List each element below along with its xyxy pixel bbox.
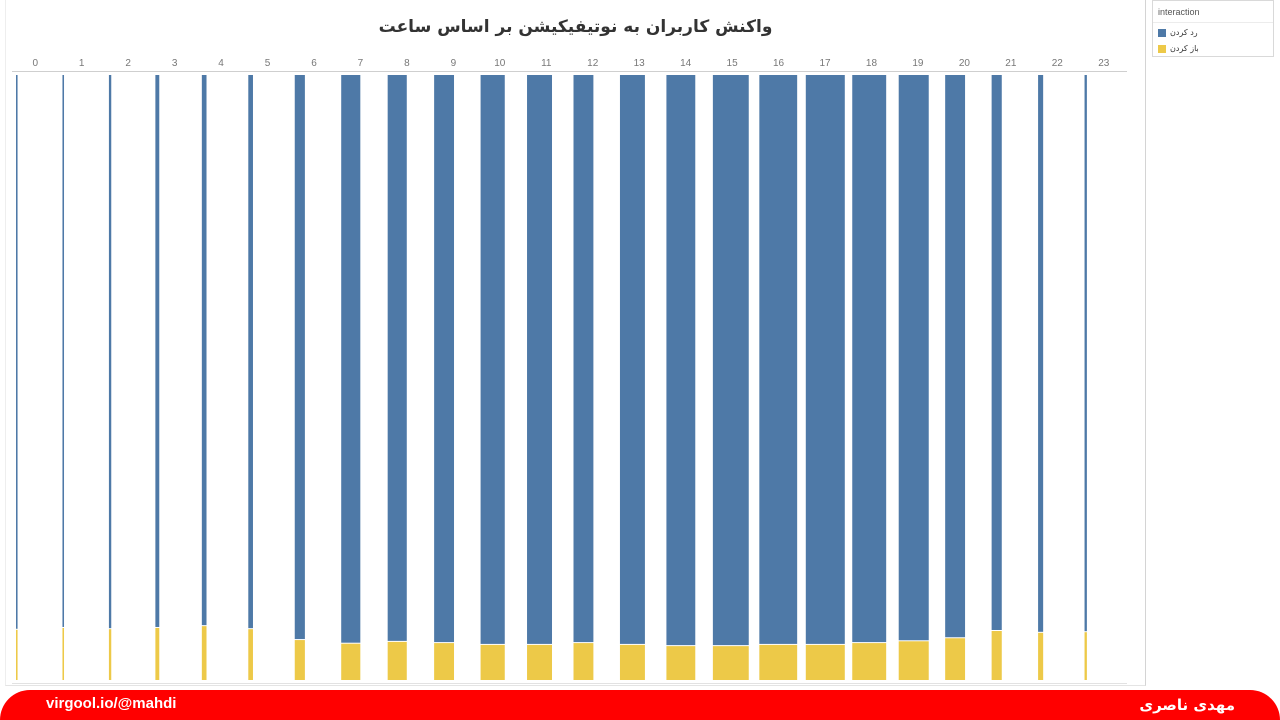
bar-segment-reject-hour-0[interactable]	[16, 75, 18, 629]
bar-segment-reject-hour-23[interactable]	[1084, 75, 1087, 632]
x-tick-label-hour-17: 17	[819, 58, 831, 69]
bar-segment-reject-hour-20[interactable]	[945, 75, 966, 638]
bar-segment-open-hour-0[interactable]	[16, 629, 18, 680]
bar-segment-open-hour-5[interactable]	[248, 629, 253, 680]
bar-segment-open-hour-12[interactable]	[573, 643, 594, 680]
bar-segment-open-hour-13[interactable]	[619, 644, 645, 680]
bar-segment-open-hour-16[interactable]	[759, 644, 798, 680]
bar-segment-reject-hour-11[interactable]	[527, 75, 553, 644]
bar-segment-reject-hour-2[interactable]	[108, 75, 112, 629]
bar-segment-open-hour-4[interactable]	[201, 626, 207, 680]
bar-segment-open-hour-19[interactable]	[898, 641, 929, 680]
x-tick-label-hour-22: 22	[1051, 58, 1063, 69]
x-tick-label-hour-21: 21	[1005, 58, 1017, 69]
x-tick-label-hour-12: 12	[587, 58, 599, 69]
legend-label-reject: رد کردن	[1170, 28, 1198, 37]
bar-segment-reject-hour-4[interactable]	[201, 75, 207, 626]
x-tick-label-hour-10: 10	[494, 58, 506, 69]
bar-segment-open-hour-1[interactable]	[62, 627, 65, 680]
bar-segment-reject-hour-15[interactable]	[712, 75, 749, 646]
x-tick-label-hour-3: 3	[171, 58, 178, 69]
bar-segment-open-hour-23[interactable]	[1084, 632, 1087, 680]
bar-segment-reject-hour-17[interactable]	[805, 75, 845, 644]
bar-segment-reject-hour-13[interactable]	[619, 75, 645, 644]
bar-segment-reject-hour-22[interactable]	[1038, 75, 1044, 632]
bar-segment-open-hour-9[interactable]	[434, 643, 455, 680]
bar-segment-reject-hour-14[interactable]	[666, 75, 696, 646]
bar-segment-reject-hour-3[interactable]	[155, 75, 160, 627]
bar-segment-reject-hour-1[interactable]	[62, 75, 65, 627]
x-tick-label-hour-5: 5	[264, 58, 271, 69]
legend-swatch-open	[1158, 45, 1166, 53]
footer-author-name: مهدی ناصری	[1139, 696, 1235, 714]
bar-segment-open-hour-18[interactable]	[852, 643, 887, 680]
x-tick-label-hour-13: 13	[633, 58, 645, 69]
legend: interaction رد کردن باز کردن	[1152, 0, 1274, 57]
bar-segment-open-hour-14[interactable]	[666, 646, 696, 680]
bar-segment-reject-hour-5[interactable]	[248, 75, 253, 629]
x-tick-label-hour-19: 19	[912, 58, 924, 69]
bar-segment-open-hour-22[interactable]	[1038, 632, 1044, 680]
bar-segment-reject-hour-12[interactable]	[573, 75, 594, 643]
footer-banner: virgool.io/@mahdi مهدی ناصری	[0, 690, 1280, 720]
x-tick-label-hour-14: 14	[680, 58, 692, 69]
bar-segment-open-hour-8[interactable]	[387, 641, 407, 680]
x-tick-label-hour-11: 11	[541, 58, 552, 69]
bar-segment-reject-hour-8[interactable]	[387, 75, 407, 641]
x-tick-label-hour-8: 8	[404, 58, 410, 69]
bar-segment-open-hour-6[interactable]	[294, 640, 305, 680]
chart-pane	[5, 0, 1146, 686]
bar-segment-open-hour-3[interactable]	[155, 627, 160, 680]
bar-segment-open-hour-15[interactable]	[712, 646, 749, 680]
x-tick-label-hour-9: 9	[450, 58, 457, 69]
bar-plot	[16, 75, 1087, 680]
bar-segment-open-hour-21[interactable]	[991, 630, 1002, 680]
bar-segment-reject-hour-10[interactable]	[480, 75, 505, 644]
x-tick-label-hour-18: 18	[865, 58, 878, 69]
bar-segment-open-hour-2[interactable]	[108, 629, 112, 680]
x-tick-label-hour-16: 16	[772, 58, 785, 69]
legend-swatch-reject	[1158, 29, 1166, 37]
x-tick-label-hour-23: 23	[1098, 58, 1110, 69]
bar-segment-reject-hour-21[interactable]	[991, 75, 1002, 630]
legend-label-open: باز کردن	[1170, 44, 1199, 53]
bar-segment-reject-hour-16[interactable]	[759, 75, 798, 644]
bar-segment-open-hour-7[interactable]	[341, 643, 361, 680]
legend-item-reject[interactable]: رد کردن	[1158, 28, 1268, 39]
x-tick-label-hour-15: 15	[726, 58, 738, 69]
x-tick-label-hour-4: 4	[218, 58, 224, 69]
legend-title: interaction	[1158, 7, 1200, 17]
x-tick-label-hour-7: 7	[357, 58, 364, 69]
footer-link-text: virgool.io/@mahdi	[46, 695, 177, 712]
x-tick-label-hour-20: 20	[958, 58, 970, 69]
bar-segment-open-hour-11[interactable]	[527, 644, 553, 680]
bar-segment-open-hour-20[interactable]	[945, 638, 966, 680]
bar-segment-reject-hour-6[interactable]	[294, 75, 305, 640]
bar-segment-reject-hour-19[interactable]	[898, 75, 929, 641]
x-tick-label-hour-2: 2	[125, 58, 131, 69]
legend-item-open[interactable]: باز کردن	[1158, 44, 1268, 55]
legend-divider	[1153, 22, 1273, 23]
x-tick-label-hour-1: 1	[78, 58, 85, 69]
x-axis-tick-row: 0 1 2 3 4 5 6 7 8 9 10 11 12 13 14 15 16 17 18 19 20 21 22 23	[0, 56, 1146, 71]
chart-title: واکنش کاربران به نوتیفیکیشن بر اساس ساعت	[378, 17, 773, 37]
bar-segment-open-hour-17[interactable]	[805, 644, 845, 680]
bar-segment-reject-hour-9[interactable]	[434, 75, 455, 643]
bar-segment-open-hour-10[interactable]	[480, 644, 505, 680]
plot-bottom-divider	[12, 683, 1127, 684]
bar-segment-reject-hour-18[interactable]	[852, 75, 887, 643]
x-tick-label-hour-6: 6	[311, 58, 317, 69]
x-tick-label-hour-0: 0	[32, 58, 38, 69]
header-divider	[12, 71, 1127, 72]
bar-segment-reject-hour-7[interactable]	[341, 75, 361, 643]
